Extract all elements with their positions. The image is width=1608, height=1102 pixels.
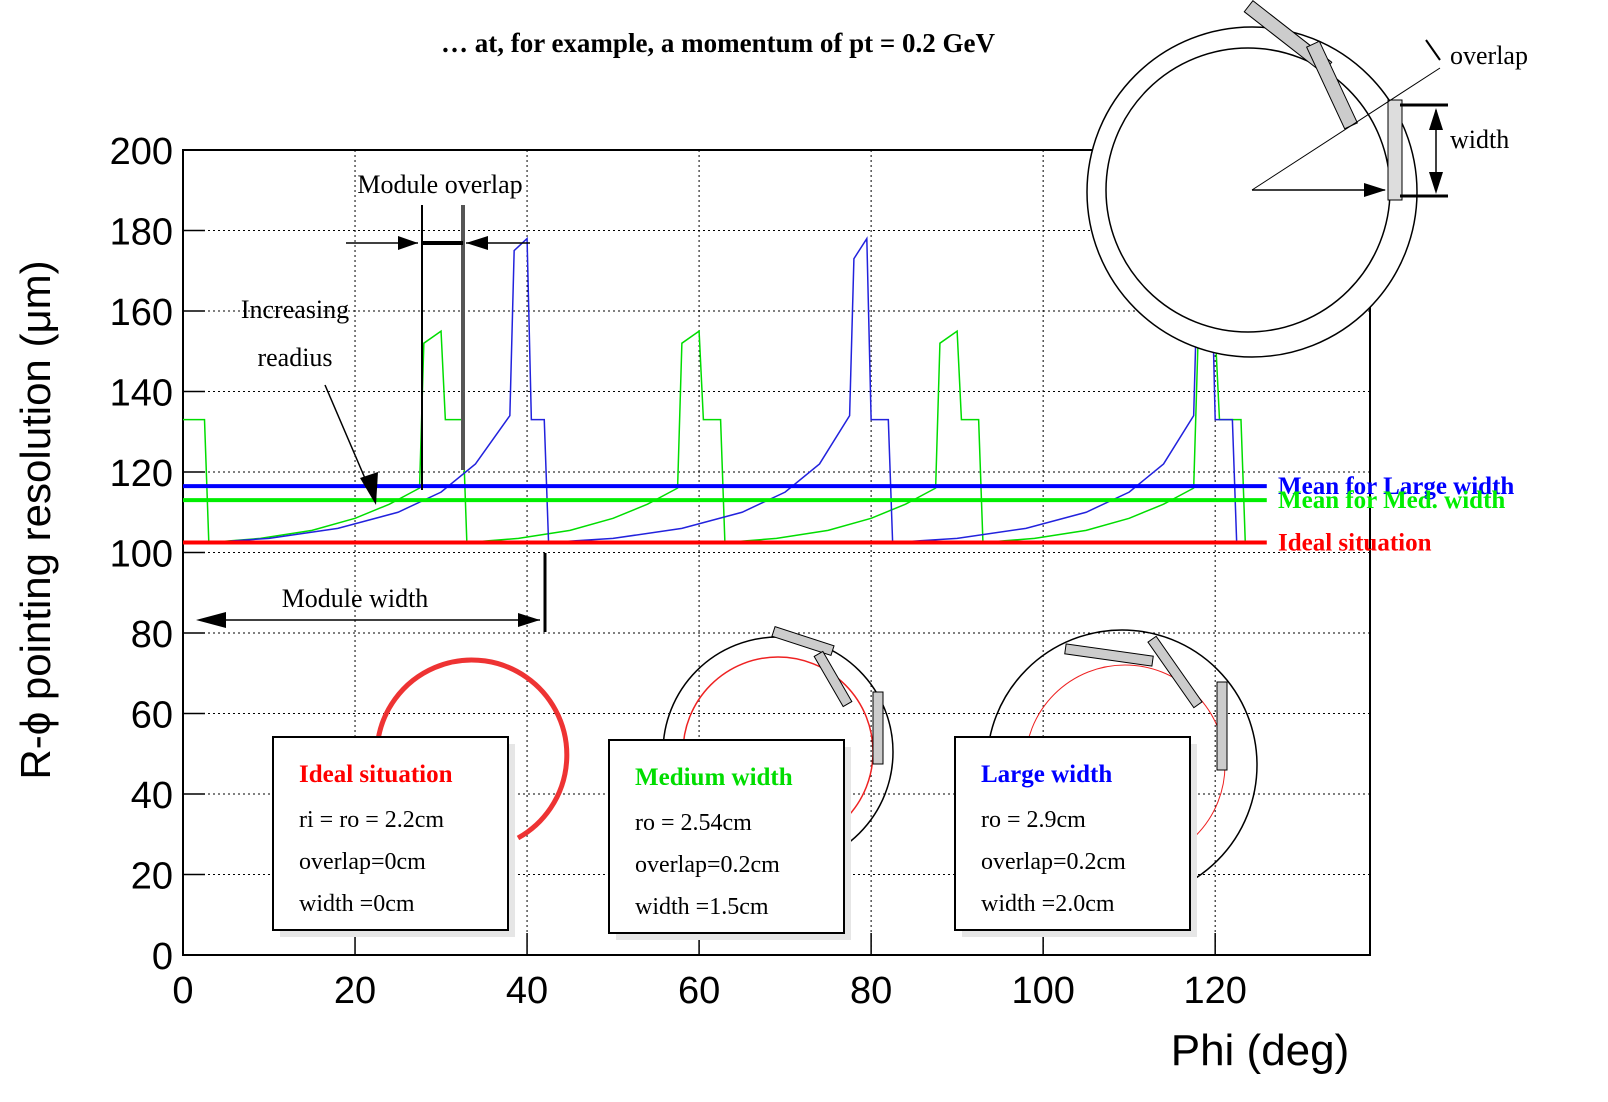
box-line: ro = 2.54cm <box>635 810 752 836</box>
box-title: Large width <box>981 761 1112 788</box>
box-line: overlap=0.2cm <box>981 849 1126 875</box>
annotation: Increasing <box>241 295 349 324</box>
plot-layer: 0 20 40 60 80 100 120 140 160 180 200 0 20 40 60 80 100 1… <box>110 131 1515 1012</box>
info-box <box>954 736 1191 931</box>
box-line: overlap=0cm <box>299 849 426 875</box>
chart-title: … at, for example, a momentum of pt = 0.… <box>441 28 996 58</box>
info-box <box>272 736 509 931</box>
box-line: width =2.0cm <box>981 891 1115 917</box>
x-tick-label: 80 <box>850 970 892 1012</box>
y-tick-label: 100 <box>110 534 173 576</box>
increasing-radius-annotation: Increasing readius <box>241 295 378 505</box>
x-tick-label: 100 <box>1011 970 1074 1012</box>
legend-label: Mean for Large width <box>1278 473 1514 500</box>
annotation: width <box>1450 125 1509 154</box>
x-tick-label: 0 <box>172 970 193 1012</box>
box-line: width =1.5cm <box>635 894 769 920</box>
module-diagram: overlap width <box>1086 0 1528 358</box>
y-tick-label: 140 <box>110 373 173 415</box>
box-line: overlap=0.2cm <box>635 852 780 878</box>
annotation: Module overlap <box>357 170 522 199</box>
box-line: ro = 2.9cm <box>981 807 1086 833</box>
y-tick-label: 180 <box>110 212 173 254</box>
y-tick-label: 40 <box>131 775 173 817</box>
y-axis-label: R-ϕ pointing resolution (μm) <box>12 260 59 779</box>
y-tick-label: 0 <box>152 936 173 978</box>
x-tick-label: 60 <box>678 970 720 1012</box>
annotation: overlap <box>1450 41 1528 70</box>
resolution-curve <box>208 236 1238 544</box>
box-line: ri = ro = 2.2cm <box>299 807 444 833</box>
y-tick-label: 200 <box>110 131 173 173</box>
resolution-curve <box>183 329 1247 544</box>
box-title: Ideal situation <box>299 761 453 788</box>
annotation: readius <box>257 343 332 372</box>
legend-label: Ideal situation <box>1278 529 1432 556</box>
module-overlap-annotation: Module overlap <box>346 170 530 490</box>
module-width-annotation: Module width <box>196 553 547 632</box>
y-tick-label: 160 <box>110 292 173 334</box>
plot-frame <box>182 149 1371 956</box>
box-line: width =0cm <box>299 891 415 917</box>
ideal-ring <box>375 657 570 841</box>
y-tick-label: 120 <box>110 453 173 495</box>
legend-label: Mean for Med. width <box>1278 487 1505 514</box>
box-title: Medium width <box>635 764 793 791</box>
y-tick-label: 20 <box>131 856 173 898</box>
y-tick-label: 60 <box>131 695 173 737</box>
info-boxes: Ideal situation ri = ro = 2.2cm overlap=0c… <box>272 736 1197 940</box>
info-box <box>608 739 845 934</box>
annotation: Module width <box>282 584 429 613</box>
x-tick-label: 40 <box>506 970 548 1012</box>
x-tick-label: 120 <box>1183 970 1246 1012</box>
y-tick-label: 80 <box>131 614 173 656</box>
x-axis-label: Phi (deg) <box>1171 1026 1350 1075</box>
x-tick-label: 20 <box>334 970 376 1012</box>
